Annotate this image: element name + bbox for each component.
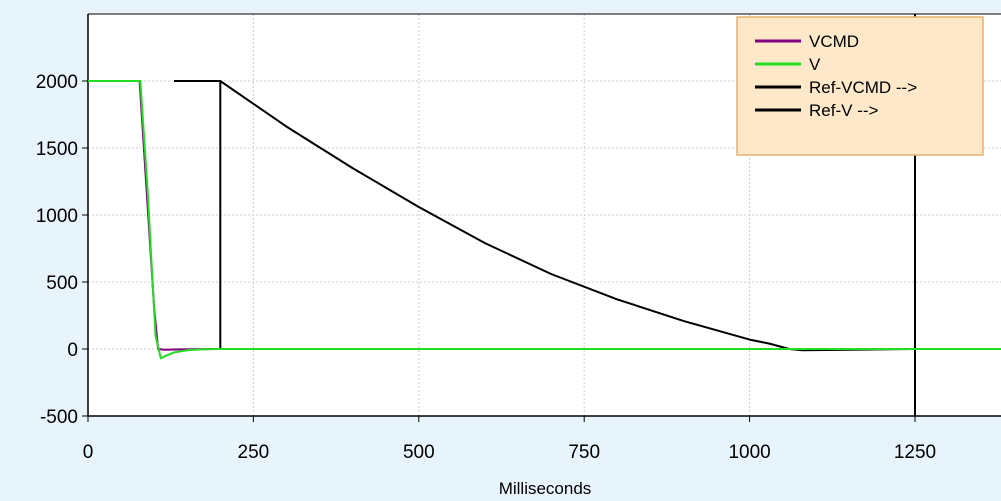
- y-tick-label: 0: [67, 340, 78, 361]
- legend-label: V: [809, 55, 821, 74]
- y-tick-label: 2000: [36, 72, 78, 93]
- x-tick-label: 500: [403, 442, 435, 463]
- x-tick-label: 750: [568, 442, 600, 463]
- x-tick-label: 250: [238, 442, 270, 463]
- legend-label: Ref-VCMD -->: [809, 78, 917, 97]
- x-tick-label: 1250: [894, 442, 936, 463]
- x-axis-title: Milliseconds: [499, 479, 592, 498]
- series-line-v: [88, 80, 1001, 360]
- y-tick-label: 1000: [36, 206, 78, 227]
- legend-label: VCMD: [809, 32, 859, 51]
- x-tick-label: 0: [83, 442, 94, 463]
- y-tick-label: 500: [46, 273, 78, 294]
- x-tick-label: 1000: [728, 442, 770, 463]
- y-tick-label: 1500: [36, 139, 78, 160]
- y-tick-label: -500: [40, 407, 78, 428]
- legend-label: Ref-V -->: [809, 101, 879, 120]
